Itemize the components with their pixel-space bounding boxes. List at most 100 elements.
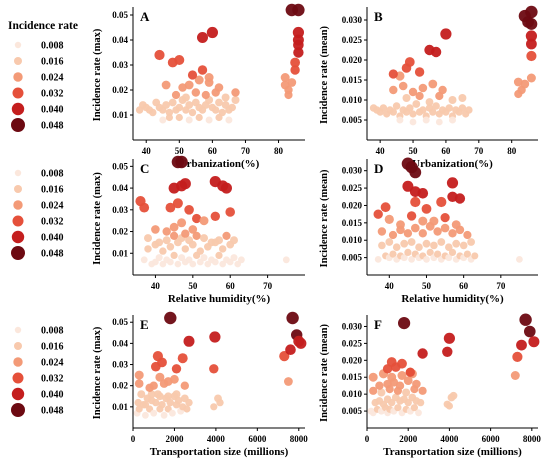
data-point: [392, 243, 401, 251]
x-axis-label: Urbanization(%): [179, 158, 260, 170]
y-axis-label: Incidence rate (max): [92, 172, 103, 265]
y-tick-label: 0.010: [342, 389, 363, 399]
data-point: [510, 371, 520, 380]
data-point: [212, 106, 220, 114]
data-point: [406, 104, 414, 112]
data-point: [150, 409, 158, 417]
data-point: [154, 49, 165, 61]
data-point: [519, 313, 532, 326]
data-point: [368, 372, 378, 382]
data-point: [284, 377, 293, 386]
legend-label: 0.016: [41, 342, 64, 353]
data-point: [400, 239, 409, 248]
data-point: [454, 193, 466, 204]
legend-label: 0.024: [41, 201, 64, 212]
data-point: [279, 351, 290, 362]
data-point: [388, 230, 398, 240]
data-point: [445, 243, 453, 251]
data-point: [412, 379, 421, 389]
data-point: [222, 231, 231, 240]
data-point: [410, 196, 421, 208]
legend-label: 0.032: [41, 374, 64, 385]
data-point: [397, 371, 407, 380]
y-tick-label: 0.015: [342, 372, 363, 382]
data-point: [155, 372, 165, 382]
data-point: [426, 248, 434, 256]
y-tick-label: 0.005: [342, 253, 363, 263]
data-point: [525, 5, 538, 19]
data-point: [171, 90, 181, 100]
data-point: [156, 392, 164, 401]
data-point: [402, 388, 411, 397]
data-point: [448, 248, 457, 256]
data-point: [164, 311, 177, 325]
data-point: [195, 113, 203, 122]
data-point: [389, 108, 397, 116]
data-point: [168, 98, 177, 107]
data-point: [411, 223, 420, 233]
data-point: [395, 381, 405, 390]
data-point: [152, 398, 160, 407]
y-tick-label: 0.005: [342, 115, 363, 125]
color-legend: 0.008 0.016 0.024 0.032 0.040 0.048: [11, 326, 64, 417]
data-point: [174, 55, 185, 65]
data-point: [415, 243, 423, 251]
x-axis-label: Transportation size (millions): [150, 446, 289, 458]
data-point: [282, 256, 290, 264]
data-point: [201, 90, 210, 100]
data-point: [412, 100, 421, 108]
data-point: [293, 47, 304, 58]
data-point: [139, 202, 150, 213]
y-tick-label: 0.05: [112, 317, 128, 327]
y-tick-label: 0.030: [342, 166, 363, 176]
data-point: [170, 251, 178, 259]
x-tick-label: 4000: [207, 434, 226, 444]
y-tick-label: 0.025: [342, 35, 363, 45]
data-point: [290, 65, 300, 75]
data-point: [286, 311, 299, 325]
data-point: [290, 57, 300, 68]
data-point: [207, 238, 216, 247]
panel-d: 40 50 60 70 0.005 0.010 0.015 0.020 0.025 0.030 D R…: [319, 157, 538, 305]
data-point: [170, 231, 179, 240]
legend-label: 0.032: [41, 89, 64, 100]
data-point: [169, 409, 176, 417]
data-point: [175, 113, 183, 122]
y-axis-label: Incidence rate (mean): [319, 26, 330, 124]
data-point: [183, 335, 195, 347]
legend-swatch: [14, 326, 22, 334]
data-point: [404, 398, 412, 407]
data-point: [142, 411, 149, 419]
y-axis-label: Incidence rate (mean): [319, 324, 330, 422]
panel-letter: B: [374, 9, 383, 24]
data-point: [149, 381, 158, 390]
data-point: [141, 401, 150, 409]
data-point: [387, 372, 397, 382]
data-point: [437, 238, 446, 246]
data-point: [394, 404, 402, 412]
data-point: [172, 198, 183, 209]
data-point: [147, 390, 156, 399]
legend-label: 0.048: [41, 121, 64, 132]
x-tick-label: 60: [441, 146, 451, 156]
y-tick-label: 0.03: [112, 60, 128, 70]
data-point: [463, 250, 471, 258]
data-point: [467, 238, 475, 246]
data-point: [152, 351, 163, 362]
data-point: [284, 85, 293, 95]
data-point: [451, 220, 461, 230]
data-point: [471, 252, 479, 260]
x-tick-label: 50: [422, 281, 432, 291]
legend-label: 0.040: [41, 390, 64, 401]
legend-label: 0.024: [41, 73, 64, 84]
x-tick-label: 4000: [440, 434, 459, 444]
data-point: [463, 230, 472, 240]
data-point: [408, 87, 418, 97]
data-point: [407, 238, 416, 246]
data-point: [231, 88, 240, 97]
y-tick-label: 0.030: [342, 15, 363, 25]
data-point: [134, 379, 144, 388]
panel-letter: D: [374, 161, 383, 176]
data-point: [429, 216, 439, 226]
